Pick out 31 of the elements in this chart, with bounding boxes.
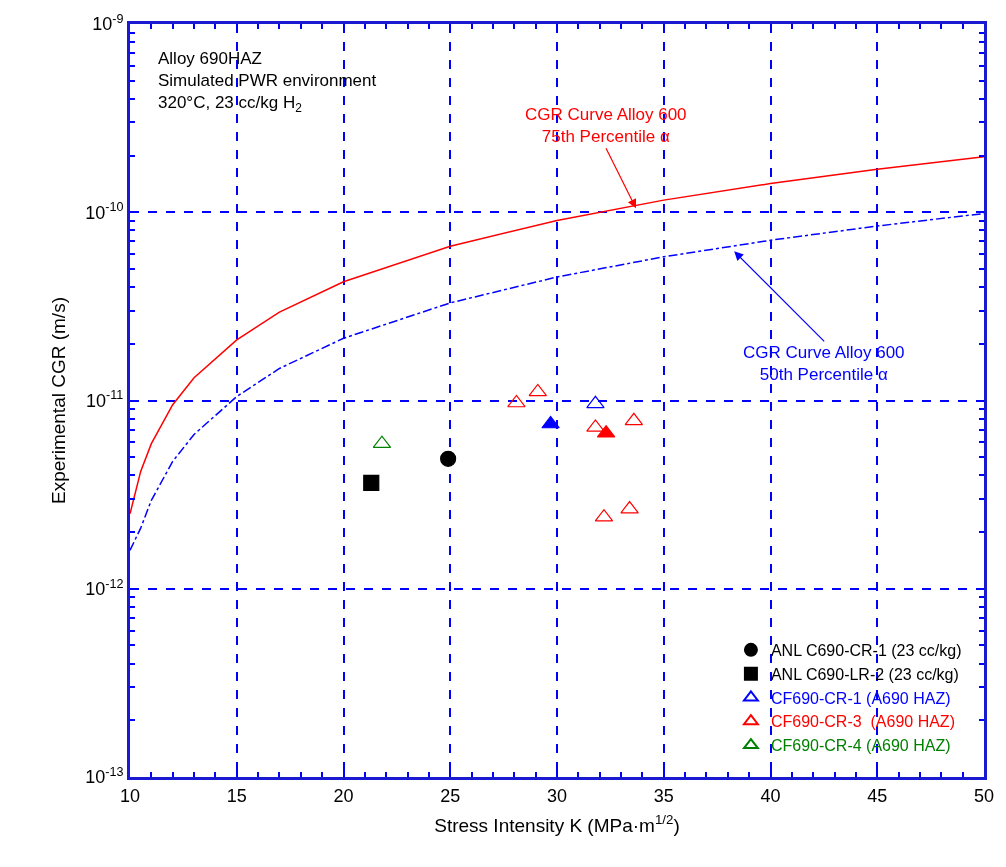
point [440, 450, 457, 467]
y-tick-label: 10$^{-13}$ [85, 764, 124, 788]
point [624, 412, 644, 426]
legend-label: ANL C690-LR-2 (23 cc/kg) [770, 665, 959, 683]
y-axis-title: Experimental CGR (m/s) [48, 297, 70, 504]
y-tick-label: 10$^{-11}$ [86, 388, 124, 411]
legend-label: CF690-CR-3 (A690 HAZ) [770, 713, 955, 731]
point [541, 415, 560, 429]
x-tick-label: 10 [119, 785, 141, 806]
x-tick-label: 15 [226, 785, 247, 806]
x-tick-label: 50 [973, 785, 995, 806]
legend-label: ANL C690-CR-1 (23 cc/kg) [770, 642, 962, 660]
y-tick-label: 10$^{-12}$ [85, 576, 124, 600]
x-axis-title: Stress Intensity K (MPa·m$^{1/2}$) [434, 812, 680, 837]
y-tick-label: 10$^{-10}$ [85, 199, 124, 223]
point [586, 395, 605, 409]
annotation: CGR Curve Alloy 600 75th Percentile α [525, 105, 687, 147]
y-tick-label: 10$^{-9}$ [92, 11, 124, 35]
legend-label: CF690-CR-1 (A690 HAZ) [770, 689, 951, 707]
point [363, 474, 380, 491]
x-tick-label: 30 [546, 785, 568, 806]
x-tick-label: 20 [333, 785, 354, 806]
point [528, 383, 548, 397]
point [620, 500, 639, 514]
x-tick-label: 25 [440, 785, 461, 806]
annotation: Alloy 690HAZ Simulated PWR environment 320°C, 23 cc/kg H$_{2}$ [158, 49, 377, 115]
x-tick-label: 35 [653, 785, 674, 806]
point [507, 394, 526, 408]
x-tick-label: 45 [867, 785, 888, 806]
x-tick-label: 40 [760, 785, 781, 806]
legend-label: CF690-CR-4 (A690 HAZ) [770, 737, 951, 755]
